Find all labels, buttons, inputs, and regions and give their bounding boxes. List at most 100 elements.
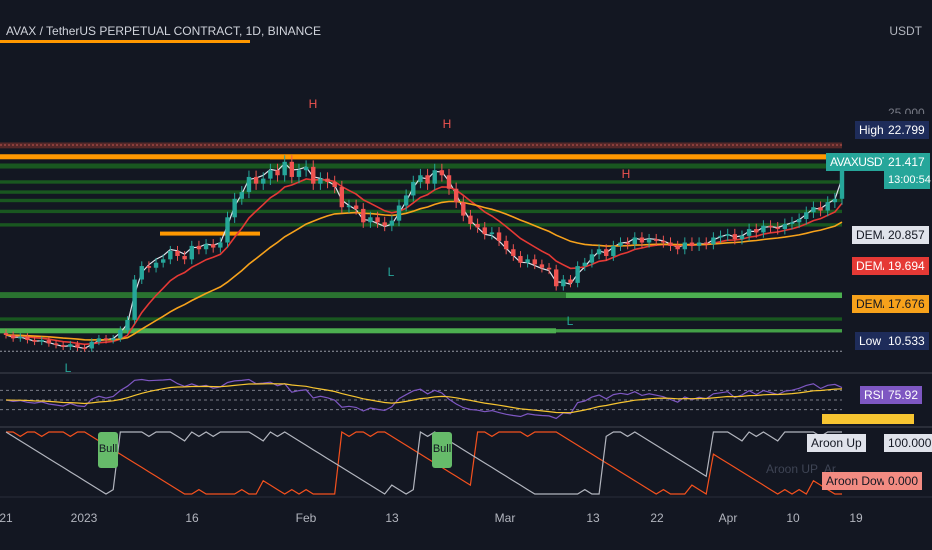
candle: [761, 225, 766, 233]
candle: [389, 220, 395, 226]
symbol-title: AVAX / TetherUS PERPETUAL CONTRACT, 1D, …: [6, 24, 321, 38]
candle: [118, 329, 123, 339]
candle: [203, 244, 209, 250]
candle: [332, 181, 337, 188]
candle: [289, 161, 295, 177]
low-key: Low: [855, 332, 886, 350]
candle: [103, 338, 109, 341]
candlesticks: [3, 155, 845, 352]
candle: [82, 347, 87, 350]
candle: [275, 170, 280, 176]
candle: [403, 195, 409, 206]
title-accent: [0, 40, 250, 43]
candle: [804, 212, 809, 219]
price-zone: [0, 317, 842, 321]
price-zone: [0, 209, 842, 214]
time-axis-label: 19: [849, 511, 863, 525]
price-zone: [0, 190, 842, 194]
candle: [639, 237, 645, 243]
support-resistance-zones: [0, 40, 842, 334]
candle: [568, 279, 573, 283]
time-axis-label: Feb: [296, 511, 317, 525]
candle: [325, 178, 330, 182]
rsi-panel: [0, 378, 914, 424]
candle: [282, 161, 287, 176]
pivot-high-marker: H: [622, 167, 631, 181]
candle: [582, 262, 587, 267]
aroon-up-key: Aroon Up: [807, 434, 866, 452]
pivot-markers: H H H L L L: [65, 97, 631, 375]
price-zone: [0, 223, 842, 227]
candle: [589, 254, 595, 263]
countdown: 13:00:54: [884, 171, 931, 189]
candle: [711, 237, 716, 245]
candle: [718, 235, 723, 238]
candle: [232, 198, 237, 218]
rsi-key: RSI: [860, 386, 889, 404]
candle: [182, 255, 187, 260]
candle: [746, 229, 752, 236]
candle: [239, 192, 244, 199]
candle: [525, 259, 530, 263]
candle: [675, 245, 680, 250]
candle: [689, 242, 695, 246]
candle: [218, 242, 223, 248]
pivot-high-marker: H: [443, 117, 452, 131]
candle: [661, 240, 666, 243]
candle: [432, 170, 437, 184]
candle: [53, 343, 59, 346]
candle: [546, 267, 552, 270]
candle: [168, 250, 173, 260]
rsi-ma-label-edge: [822, 414, 914, 424]
candle: [482, 227, 487, 235]
candle: [532, 259, 537, 265]
candle: [339, 187, 345, 208]
candle: [46, 340, 52, 344]
candle: [511, 249, 516, 256]
candle: [596, 249, 602, 255]
chart-grid: [0, 144, 932, 498]
candle: [468, 215, 473, 225]
aroon-panel: Bull Bull: [5, 430, 842, 495]
aroon-up-value: 100.000: [884, 434, 932, 452]
last-price: 21.417: [884, 153, 930, 171]
candle: [832, 198, 838, 203]
candle: [775, 227, 780, 230]
candle: [361, 208, 366, 223]
candle: [96, 338, 102, 342]
candle: [175, 250, 180, 256]
candle: [225, 217, 230, 243]
candle: [60, 345, 66, 347]
candle: [604, 249, 609, 256]
time-axis-label: Mar: [495, 511, 516, 525]
candle: [439, 170, 445, 176]
price-zone: [0, 163, 842, 169]
candle: [346, 205, 352, 208]
candle: [311, 166, 316, 184]
candle: [539, 264, 545, 268]
time-axis-label: 10: [786, 511, 800, 525]
candle: [153, 262, 159, 268]
candle: [489, 232, 495, 235]
candle: [632, 237, 637, 245]
candle: [704, 242, 709, 245]
candle: [353, 205, 359, 209]
candle: [475, 224, 480, 228]
candle: [618, 242, 623, 246]
candle: [3, 333, 9, 336]
candle: [418, 175, 423, 182]
bull-badge-label: Bull: [99, 443, 117, 455]
candle: [261, 178, 266, 184]
candle: [18, 336, 23, 339]
bull-badge-label: Bull: [433, 443, 451, 455]
candle: [411, 181, 416, 196]
aroon-down-value: 0.000: [884, 472, 922, 490]
candle: [654, 239, 659, 241]
resistance-band: [270, 155, 842, 160]
candle: [196, 245, 202, 250]
candle: [425, 175, 430, 184]
candle: [818, 207, 823, 211]
candle: [782, 224, 788, 230]
